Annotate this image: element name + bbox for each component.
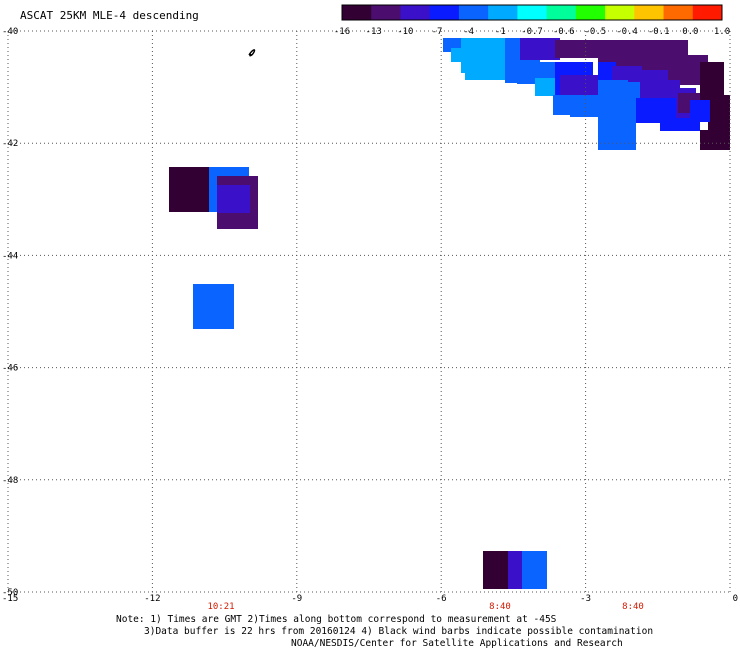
colorbar-segment <box>429 5 460 20</box>
colorbar-label: -0.6 <box>553 27 575 37</box>
data-cell <box>465 62 505 80</box>
y-axis-label: -44 <box>2 251 18 261</box>
colorbar-segment <box>517 5 548 20</box>
colorbar-label: -1 <box>495 27 506 37</box>
colorbar-segment <box>663 5 694 20</box>
x-axis-labels: -15 -12 -9 -6 -3 0 <box>2 594 738 604</box>
data-cell <box>598 115 636 150</box>
colorbar-label: -0.4 <box>616 27 638 37</box>
colorbar-segment <box>546 5 577 20</box>
colorbar-label: -0.1 <box>648 27 670 37</box>
data-cell <box>570 105 600 117</box>
colorbar-segment <box>342 5 372 20</box>
colorbar-label: -16 <box>334 27 350 37</box>
colorbar-label: -7 <box>432 27 443 37</box>
time-labels: 10:21 8:40 8:40 <box>207 602 643 612</box>
data-cell <box>520 38 560 60</box>
colorbar-segment <box>692 5 723 20</box>
colorbar-label: 1.0 <box>714 27 730 37</box>
x-axis-label: -6 <box>436 594 447 604</box>
time-label: 8:40 <box>622 602 644 612</box>
data-cell <box>590 40 688 58</box>
wind-barb-icon <box>248 49 256 57</box>
data-cell <box>700 130 730 150</box>
colorbar-label: -13 <box>366 27 382 37</box>
data-cell <box>700 62 724 100</box>
colorbar-segment <box>371 5 401 20</box>
data-cells <box>169 38 730 589</box>
x-axis-label: 0 <box>733 594 738 604</box>
x-axis-label: -15 <box>2 594 18 604</box>
note-line-2: 3)Data buffer is 22 hrs from 20160124 4)… <box>144 626 654 637</box>
colorbar-label: 0.0 <box>682 27 698 37</box>
x-axis-label: -9 <box>291 594 302 604</box>
data-cell <box>169 167 209 212</box>
note-line-1: Note: 1) Times are GMT 2)Times along bot… <box>116 614 557 625</box>
colorbar-segment <box>575 5 606 20</box>
colorbar-segment <box>488 5 518 20</box>
x-axis-label: -3 <box>580 594 591 604</box>
data-cell <box>636 98 676 123</box>
data-cell <box>690 100 710 122</box>
colorbar-segment <box>458 5 489 20</box>
colorbar-label: -10 <box>397 27 413 37</box>
x-axis-label: -12 <box>144 594 160 604</box>
y-axis-labels: -40 -42 -44 -46 -48 -50 <box>2 27 18 598</box>
data-cell <box>483 551 508 589</box>
gridlines <box>7 30 731 593</box>
y-axis-label: -48 <box>2 476 18 486</box>
data-cell <box>555 40 593 58</box>
data-cell <box>522 551 547 589</box>
colorbar-segment <box>400 5 431 20</box>
data-cell <box>217 185 250 213</box>
data-cell <box>193 284 234 329</box>
map-title: ASCAT 25KM MLE-4 descending <box>20 9 199 22</box>
y-axis-label: -50 <box>2 588 18 598</box>
y-axis-label: -46 <box>2 364 18 374</box>
note-line-3: NOAA/NESDIS/Center for Satellite Applica… <box>291 638 623 649</box>
colorbar-labels: -16 -13 -10 -7 -4 -1 -0.7 -0.6 -0.5 -0.4 -0.1 0.0 1.… <box>334 27 730 37</box>
y-axis-label: -42 <box>2 139 18 149</box>
colorbar-label: -0.7 <box>521 27 543 37</box>
colorbar-label: -0.5 <box>584 27 606 37</box>
time-label: 8:40 <box>489 602 511 612</box>
colorbar-frame <box>341 4 723 21</box>
colorbar-segment <box>605 5 635 20</box>
colorbar-segment <box>634 5 665 20</box>
colorbar <box>341 4 723 21</box>
map-plot: -16 -13 -10 -7 -4 -1 -0.7 -0.6 -0.5 -0.4 -0.1 0.0 1.… <box>2 4 738 612</box>
data-cell <box>598 62 616 82</box>
data-cell <box>628 70 668 82</box>
time-label: 10:21 <box>207 602 234 612</box>
y-axis-label: -40 <box>2 27 18 37</box>
colorbar-label: -4 <box>463 27 474 37</box>
data-cell <box>508 551 522 589</box>
